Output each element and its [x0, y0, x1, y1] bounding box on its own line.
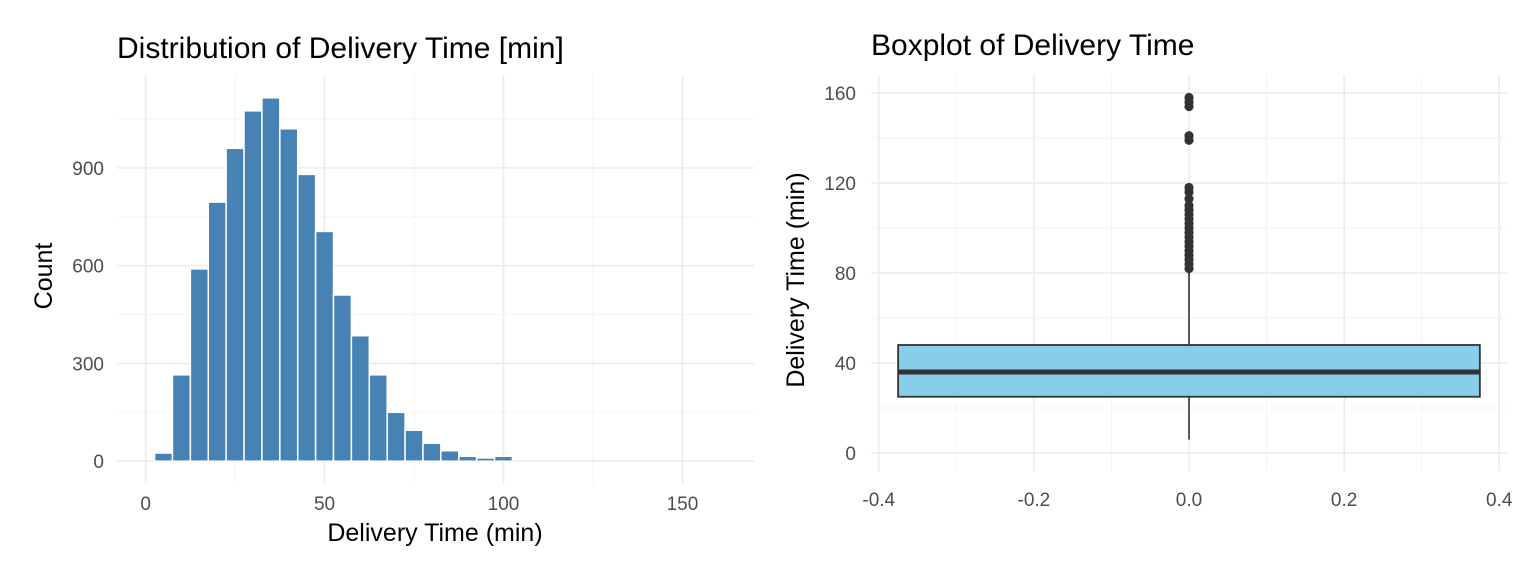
- histogram-bar: [207, 201, 227, 462]
- histogram-y-tick-label: 600: [72, 257, 104, 278]
- histogram-x-tick-label: 100: [488, 494, 520, 515]
- boxplot-y-tick-label: 40: [835, 354, 856, 375]
- histogram-bar: [493, 455, 514, 462]
- boxplot-y-tick-label: 120: [824, 174, 856, 195]
- boxplot-y-tick-label: 160: [824, 84, 856, 105]
- histogram-y-tick-label: 0: [93, 452, 104, 473]
- histogram-y-axis-title: Count: [30, 243, 58, 310]
- boxplot-outlier-point: [1184, 92, 1194, 103]
- histogram-y-tick-label: 900: [72, 159, 104, 180]
- histogram-y-tick-labels: 0 300 600 900: [72, 159, 104, 473]
- boxplot-y-tick-labels: 0 40 80 120 160: [824, 84, 856, 465]
- histogram-y-tick-label: 300: [72, 354, 104, 375]
- boxplot-x-tick-label: 0.0: [1176, 490, 1202, 511]
- boxplot-outlier-point: [1184, 182, 1194, 193]
- boxplot-outlier-point: [1184, 194, 1194, 204]
- boxplot-y-axis-title: Delivery Time (min): [782, 172, 810, 387]
- histogram-bar: [350, 334, 371, 462]
- histogram-bar: [189, 268, 210, 462]
- boxplot-x-tick-labels: -0.4 -0.2 0.0 0.2 0.4: [862, 490, 1512, 511]
- histogram-bar: [475, 457, 496, 462]
- boxplot-outlier-point: [1184, 131, 1194, 141]
- histogram-bar: [153, 452, 174, 462]
- histogram-x-tick-label: 0: [140, 494, 151, 515]
- histogram-bar: [243, 110, 263, 462]
- boxplot-y-tick-label: 80: [835, 264, 856, 285]
- histogram-bar: [279, 128, 299, 462]
- histogram-x-tick-label: 50: [314, 494, 335, 515]
- boxplot-title: Boxplot of Delivery Time: [871, 29, 1194, 62]
- histogram-bar: [296, 173, 317, 462]
- histogram-title: Distribution of Delivery Time [min]: [117, 32, 564, 65]
- histogram-bar: [440, 450, 460, 462]
- histogram-bars: [153, 97, 514, 462]
- histogram-x-axis-title: Delivery Time (min): [327, 519, 542, 547]
- histogram-bar: [422, 442, 442, 462]
- histogram-x-tick-labels: 0 50 100 150: [140, 494, 698, 515]
- histogram-x-tick-label: 150: [667, 494, 699, 515]
- boxplot-x-tick-label: -0.4: [862, 490, 895, 511]
- boxplot-outlier-point: [1184, 200, 1194, 211]
- histogram-bar: [225, 147, 245, 462]
- histogram-bar: [368, 374, 388, 462]
- boxplot-x-tick-label: 0.2: [1331, 490, 1357, 511]
- histogram-bar: [171, 374, 192, 462]
- boxplot-y-tick-label: 0: [845, 444, 856, 465]
- histogram-bar: [404, 429, 424, 462]
- boxplot-x-tick-label: 0.4: [1486, 490, 1513, 511]
- histogram-bar: [458, 455, 478, 462]
- histogram-bar: [261, 97, 281, 462]
- boxplot: [897, 92, 1481, 440]
- boxplot-x-tick-label: -0.2: [1018, 490, 1051, 511]
- histogram-bar: [314, 230, 335, 462]
- histogram-bar: [332, 294, 353, 462]
- histogram-bar: [386, 411, 406, 462]
